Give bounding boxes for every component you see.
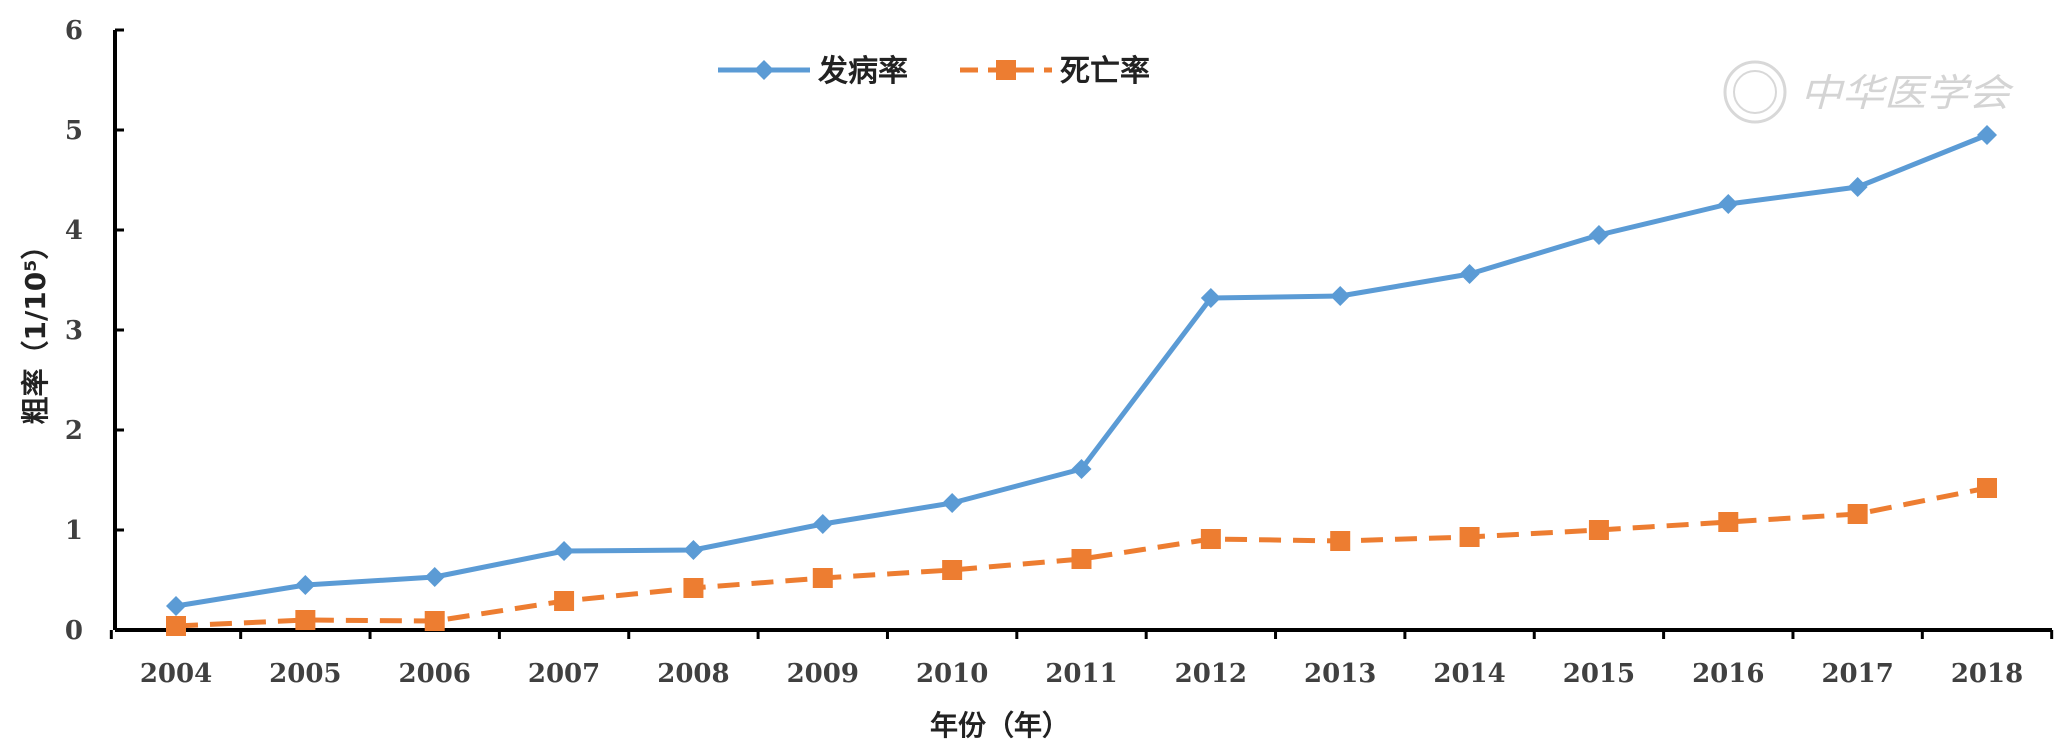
watermark-seal-inner-ring [1733, 70, 1777, 114]
x-tick-label: 2015 [1563, 659, 1635, 689]
legend-item: 发病率 [718, 54, 908, 89]
series-lines [166, 125, 1997, 636]
data-point-marker [1071, 459, 1092, 479]
y-axis-title: 粗率（1/10⁵） [19, 232, 52, 425]
data-point-marker [1200, 288, 1221, 308]
data-point-marker [554, 591, 575, 611]
data-point-marker [554, 541, 575, 561]
data-point-marker [1977, 125, 1997, 145]
x-tick-label: 2013 [1304, 659, 1376, 689]
x-tick-label: 2006 [399, 659, 471, 689]
data-point-marker [1459, 264, 1480, 284]
legend-label: 死亡率 [1060, 54, 1150, 89]
data-point-marker [1718, 194, 1739, 214]
x-tick-label: 2011 [1045, 659, 1117, 689]
y-tick-label: 5 [65, 116, 83, 146]
x-tick-label: 2007 [528, 659, 600, 689]
watermark: 中华医学会 [1723, 60, 2014, 124]
data-point-marker [166, 616, 186, 636]
legend-marker [996, 60, 1016, 80]
x-tick-label: 2009 [787, 659, 859, 689]
data-point-marker [942, 493, 963, 513]
legend-item: 死亡率 [960, 54, 1150, 89]
y-tick-label: 0 [65, 616, 83, 646]
data-point-marker [295, 575, 316, 595]
x-tick-label: 2016 [1692, 659, 1764, 689]
data-point-marker [683, 578, 704, 598]
series-1 [166, 125, 1997, 616]
data-point-marker [295, 610, 316, 630]
legend-label: 发病率 [817, 54, 908, 89]
data-point-marker [424, 567, 445, 587]
data-point-marker [1847, 504, 1868, 524]
data-point-marker [1071, 549, 1092, 569]
data-point-marker [1459, 527, 1480, 547]
watermark-seal-icon [1723, 60, 1787, 124]
data-point-marker [1847, 177, 1868, 197]
x-tick-label: 2017 [1821, 659, 1893, 689]
watermark-text: 中华医学会 [1800, 71, 2014, 115]
x-tick-label: 2004 [140, 659, 212, 689]
series-2 [166, 478, 1997, 636]
legend-marker [754, 60, 774, 80]
x-axis-title: 年份（年） [930, 709, 1070, 742]
data-point-marker [1588, 520, 1609, 540]
x-tick-label: 2005 [269, 659, 341, 689]
data-point-marker [1588, 225, 1609, 245]
data-point-marker [1200, 529, 1221, 549]
x-tick-label: 2010 [916, 659, 988, 689]
data-point-marker [812, 568, 833, 588]
y-tick-label: 3 [65, 316, 83, 346]
y-tick-label: 6 [65, 16, 83, 46]
series-line [175, 132, 1988, 609]
data-point-marker [1718, 512, 1739, 532]
axes: 0 1 2 3 4 5 6 2004 2005 2006 2007 2008 2009 2010 2011 2… [65, 16, 2054, 689]
series-line [175, 485, 1988, 629]
y-tick-label: 4 [65, 216, 83, 246]
y-tick-label: 2 [65, 416, 83, 446]
data-point-marker [683, 540, 704, 560]
data-point-marker [942, 560, 963, 580]
legend: 发病率 死亡率 [718, 54, 1150, 89]
data-point-marker [1330, 286, 1351, 306]
data-point-marker [1330, 531, 1351, 551]
x-tick-label: 2018 [1951, 659, 2023, 689]
x-tick-label: 2014 [1433, 659, 1505, 689]
data-point-marker [166, 596, 186, 616]
data-point-marker [812, 514, 833, 534]
data-point-marker [1977, 478, 1997, 498]
x-tick-label: 2008 [657, 659, 729, 689]
data-point-marker [424, 611, 445, 631]
y-tick-label: 1 [65, 516, 83, 546]
x-tick-label: 2012 [1175, 659, 1247, 689]
